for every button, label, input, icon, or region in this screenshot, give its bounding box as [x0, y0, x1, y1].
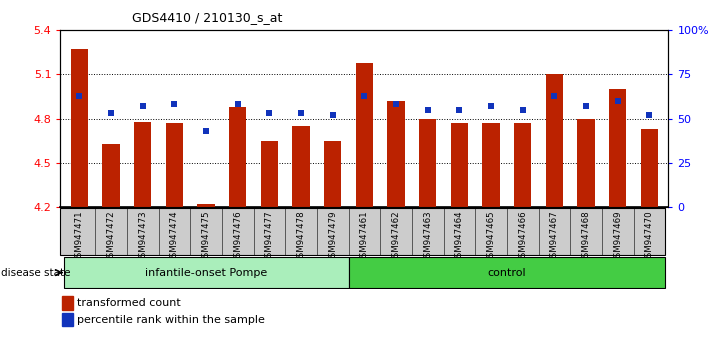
Point	[549, 93, 560, 98]
Text: control: control	[488, 268, 526, 278]
Bar	[198, 204, 215, 207]
Point	[643, 112, 655, 118]
Bar	[545, 74, 563, 207]
Point	[137, 103, 149, 109]
Point	[295, 110, 306, 116]
Point	[232, 102, 243, 107]
Text: GSM947466: GSM947466	[518, 210, 527, 263]
Bar	[166, 123, 183, 207]
Bar	[62, 296, 73, 310]
Point	[264, 110, 275, 116]
Point	[390, 102, 402, 107]
Text: disease state: disease state	[1, 268, 71, 278]
Bar	[134, 121, 151, 207]
Bar	[641, 129, 658, 207]
Bar	[419, 119, 437, 207]
Point	[327, 112, 338, 118]
Text: GSM947467: GSM947467	[550, 210, 559, 263]
Point	[74, 93, 85, 98]
Point	[580, 103, 592, 109]
Text: GDS4410 / 210130_s_at: GDS4410 / 210130_s_at	[132, 11, 282, 24]
Point	[454, 107, 465, 113]
Text: GSM947479: GSM947479	[328, 210, 337, 263]
Bar	[451, 123, 468, 207]
Text: GSM947465: GSM947465	[486, 210, 496, 263]
Bar	[70, 49, 88, 207]
Bar	[292, 126, 310, 207]
Text: GSM947461: GSM947461	[360, 210, 369, 263]
Point	[486, 103, 497, 109]
Text: GSM947471: GSM947471	[75, 210, 84, 263]
Text: GSM947462: GSM947462	[392, 210, 400, 263]
Bar	[514, 123, 531, 207]
Text: GSM947464: GSM947464	[455, 210, 464, 263]
Bar	[609, 89, 626, 207]
Bar	[102, 144, 119, 207]
Bar	[387, 101, 405, 207]
Point	[422, 107, 434, 113]
Text: GSM947468: GSM947468	[582, 210, 591, 263]
Bar	[356, 63, 373, 207]
Text: GSM947476: GSM947476	[233, 210, 242, 263]
Point	[201, 128, 212, 134]
Bar	[62, 313, 73, 326]
Point	[358, 93, 370, 98]
Text: GSM947474: GSM947474	[170, 210, 179, 263]
Bar	[577, 119, 594, 207]
Point	[517, 107, 528, 113]
Text: GSM947478: GSM947478	[296, 210, 306, 263]
Point	[169, 102, 180, 107]
Text: infantile-onset Pompe: infantile-onset Pompe	[145, 268, 267, 278]
Text: GSM947473: GSM947473	[138, 210, 147, 263]
Bar	[261, 141, 278, 207]
Text: GSM947472: GSM947472	[107, 210, 116, 263]
Bar	[229, 107, 247, 207]
Bar	[348, 257, 665, 288]
Bar	[324, 141, 341, 207]
Text: GSM947463: GSM947463	[423, 210, 432, 263]
Point	[612, 98, 624, 104]
Text: transformed count: transformed count	[77, 298, 181, 308]
Text: percentile rank within the sample: percentile rank within the sample	[77, 315, 265, 325]
Point	[105, 110, 117, 116]
Text: GSM947470: GSM947470	[645, 210, 654, 263]
Text: GSM947475: GSM947475	[202, 210, 210, 263]
Bar	[482, 123, 500, 207]
Text: GSM947477: GSM947477	[265, 210, 274, 263]
Text: GSM947469: GSM947469	[613, 210, 622, 263]
Bar	[63, 257, 348, 288]
